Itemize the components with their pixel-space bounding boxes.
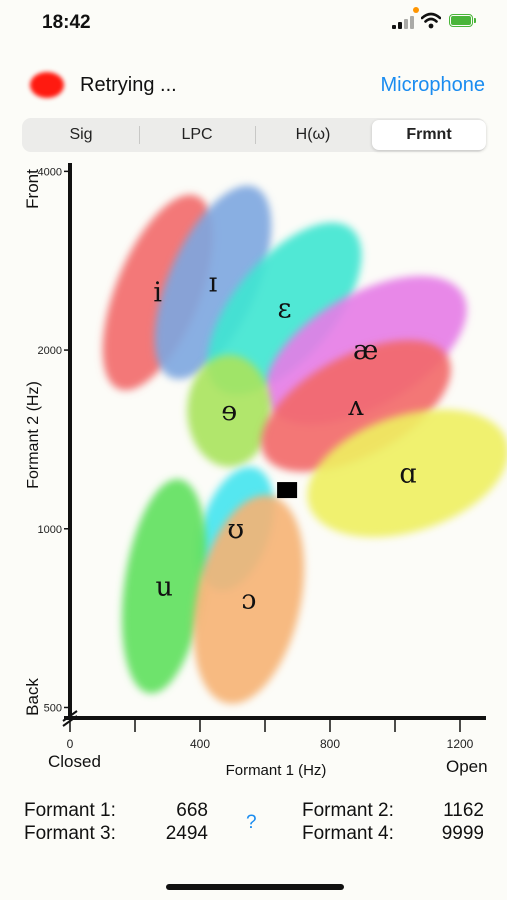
vowel-region-6 (261, 340, 451, 472)
microphone-button[interactable]: Microphone (380, 74, 485, 96)
x-tick-label: 1200 (447, 737, 474, 751)
vowel-label-10: ɔ (241, 585, 256, 616)
formant-chart-svg: i ɪ ɛ æ ɘ ʌ ɑ ʊ u ɔ 500 1000 2000 4000 0 400 800 1200 For… (23, 163, 507, 779)
vowel-label-4: æ (353, 335, 378, 366)
vowel-label-7: ɑ (399, 458, 416, 489)
wifi-icon (420, 12, 442, 30)
vowel-label-1: i (153, 278, 162, 309)
battery-charging-icon (449, 14, 477, 29)
tab-divider (139, 126, 140, 144)
y-tick-label: 500 (44, 702, 62, 714)
x-tick-label: 800 (320, 737, 340, 751)
formant3-label: Formant 3: (24, 823, 116, 844)
formant4-readout: Formant 4: 9999 (302, 823, 484, 845)
vowel-region-7 (307, 409, 507, 538)
y-tick-label: 1000 (38, 524, 62, 536)
x-end-label-open: Open (446, 757, 488, 776)
status-text: Retrying ... (80, 74, 177, 96)
vowel-label-5: ɘ (221, 396, 237, 427)
y-tick-label: 4000 (38, 166, 62, 178)
formant1-value: 668 (176, 800, 208, 821)
x-tick-label: 400 (190, 737, 210, 751)
tab-4[interactable]: Frmnt (372, 120, 486, 150)
header: Retrying ... Microphone (0, 62, 507, 108)
home-indicator (166, 884, 344, 890)
y-end-label-back: Back (23, 678, 42, 716)
vowel-region-10 (193, 495, 305, 704)
y-tick-label: 2000 (38, 345, 62, 357)
formant3-value: 2494 (165, 823, 208, 844)
x-axis-title: Formant 1 (Hz) (226, 762, 327, 779)
status-bar: 18:42 (0, 0, 507, 46)
tab-2[interactable]: LPC (181, 126, 213, 143)
tab-1[interactable]: Sig (69, 126, 93, 143)
x-tick-label: 0 (67, 737, 74, 751)
formant4-label: Formant 4: (302, 823, 394, 844)
formant1-label: Formant 1: (24, 800, 116, 821)
vowel-label-3: ɛ (278, 293, 292, 324)
vowel-label-9: u (156, 571, 173, 602)
formant4-value: 9999 (441, 823, 484, 844)
tab-divider (255, 126, 256, 144)
y-end-label-front: Front (23, 169, 42, 209)
recording-status-indicator (30, 72, 64, 98)
vowel-label-6: ʌ (347, 391, 364, 422)
help-button[interactable]: ? (246, 812, 257, 833)
x-end-label-closed: Closed (48, 752, 101, 771)
formant1-readout: Formant 1: 668 (24, 800, 208, 822)
vowel-region-9 (121, 479, 207, 694)
tab-3[interactable]: H(ω) (295, 126, 331, 143)
vowel-label-8: ʊ (227, 514, 244, 545)
formant2-label: Formant 2: (302, 800, 394, 821)
formant2-readout: Formant 2: 1162 (302, 800, 484, 822)
vowel-label-2: ɪ (209, 267, 218, 298)
vowel-region-3 (207, 222, 362, 395)
view-tabs: Sig LPC H(ω) Frmnt (22, 118, 486, 152)
formant2-value: 1162 (443, 800, 484, 821)
y-axis-title: Formant 2 (Hz) (25, 381, 42, 489)
clock: 18:42 (42, 12, 91, 33)
vowel-region-2 (154, 185, 272, 380)
cellular-signal-icon (392, 15, 418, 29)
formant3-readout: Formant 3: 2494 (24, 823, 208, 845)
formant-chart: i ɪ ɛ æ ɘ ʌ ɑ ʊ u ɔ 500 1000 2000 4000 0 400 800 1200 For… (0, 155, 507, 795)
current-formant-marker (277, 482, 298, 499)
privacy-indicator-dot (413, 7, 419, 13)
vowel-region-5 (187, 354, 272, 467)
